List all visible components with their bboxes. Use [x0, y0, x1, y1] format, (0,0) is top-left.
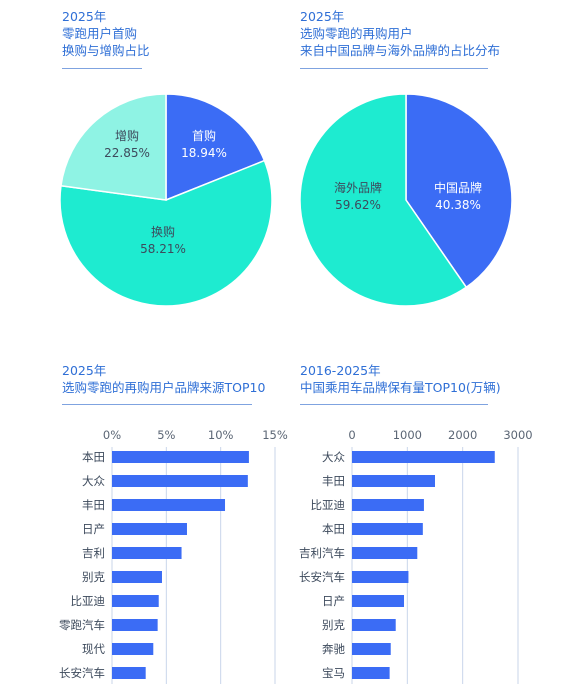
bar1-category-label: 比亚迪 — [71, 594, 106, 608]
bar2-bar — [352, 499, 424, 511]
bar1-bar — [112, 619, 158, 631]
bar1-tick-label: 10% — [208, 428, 234, 442]
bar2-tick-label: 1000 — [393, 428, 422, 442]
bar1-title: 2025年 选购零跑的再购用户品牌来源TOP10 — [62, 362, 265, 396]
bar2-category-label: 本田 — [322, 522, 345, 536]
pie1-slice-value: 18.94% — [181, 146, 227, 160]
bar2-title: 2016-2025年 中国乘用车品牌保有量TOP10(万辆) — [300, 362, 501, 396]
bar1-bar — [112, 547, 182, 559]
bar2-category-label: 奔驰 — [322, 642, 345, 656]
pie2-slice-value: 59.62% — [335, 198, 381, 212]
bar1-bar — [112, 571, 162, 583]
bar2-tick-label: 3000 — [503, 428, 532, 442]
pie2-title-line: 2025年 — [300, 9, 345, 24]
bar2-bar — [352, 595, 405, 607]
bar2-bar — [352, 643, 391, 655]
bar1-tick-label: 0% — [103, 428, 121, 442]
pie1-title-line: 换购与增购占比 — [62, 43, 150, 58]
bar2-bar — [352, 451, 495, 463]
pie2-title-line: 来自中国品牌与海外品牌的占比分布 — [300, 43, 501, 58]
bar1-title-rule — [62, 404, 252, 405]
bar1-category-label: 吉利 — [82, 546, 105, 560]
pie2-slice-value: 40.38% — [435, 198, 481, 212]
bar2-bar — [352, 523, 423, 535]
pie2-slice-label: 中国品牌 — [434, 180, 482, 195]
bar2-bar — [352, 571, 409, 583]
bar1-title-line: 选购零跑的再购用户品牌来源TOP10 — [62, 380, 266, 395]
bar2-title-rule — [300, 404, 488, 405]
pie1-slice-value: 22.85% — [104, 146, 150, 160]
pie2-title-line: 选购零跑的再购用户 — [300, 26, 413, 41]
pie2-title: 2025年 选购零跑的再购用户 来自中国品牌与海外品牌的占比分布 — [300, 8, 500, 59]
bar2-category-label: 丰田 — [322, 474, 345, 488]
pie1-title-rule — [62, 68, 142, 69]
bar2-bar — [352, 619, 396, 631]
pie2-slice — [405, 93, 513, 289]
bar2-bar — [352, 547, 418, 559]
bar2-tick-label: 2000 — [448, 428, 477, 442]
bar2-title-line: 2016-2025年 — [300, 363, 381, 378]
bar2-bar — [352, 667, 390, 679]
bar2-category-label: 别克 — [322, 618, 345, 632]
bar2-category-label: 比亚迪 — [311, 498, 346, 512]
bar1-title-line: 2025年 — [62, 363, 107, 378]
bar1-category-label: 现代 — [82, 642, 105, 656]
pie1-slice-label: 首购 — [192, 128, 216, 143]
bar1-category-label: 大众 — [82, 474, 105, 488]
pie1-slice — [60, 93, 167, 201]
pie1-title-line: 2025年 — [62, 9, 107, 24]
pie1-title: 2025年 零跑用户首购 换购与增购占比 — [62, 8, 150, 59]
bar2-category-label: 吉利汽车 — [299, 546, 345, 560]
pie1-slice-label: 换购 — [151, 224, 175, 239]
bar1-category-label: 日产 — [82, 522, 105, 536]
bar1-bar — [112, 643, 154, 655]
bar2-tick-label: 0 — [348, 428, 355, 442]
pie2-slice-label: 海外品牌 — [334, 180, 382, 195]
bar2-category-label: 宝马 — [322, 666, 345, 680]
pie1-slice — [59, 159, 273, 307]
bar1-bar — [112, 523, 187, 535]
pie2-title-rule — [300, 68, 488, 69]
bar2-category-label: 大众 — [322, 450, 345, 464]
bar1-category-label: 长安汽车 — [59, 666, 105, 680]
bar1-category-label: 本田 — [82, 450, 105, 464]
pie1-title-line: 零跑用户首购 — [62, 26, 138, 41]
bar2-title-line: 中国乘用车品牌保有量TOP10(万辆) — [300, 380, 501, 395]
bar1-tick-label: 5% — [157, 428, 175, 442]
pie1-slice-label: 增购 — [115, 128, 139, 143]
bar2-category-label: 长安汽车 — [299, 570, 345, 584]
pie1-slice — [165, 93, 266, 202]
bar1-bar — [112, 499, 226, 511]
bar2-category-label: 日产 — [322, 594, 345, 608]
bar1-bar — [112, 595, 159, 607]
bar1-bar — [112, 667, 146, 679]
bar1-tick-label: 15% — [262, 428, 288, 442]
bar1-bar — [112, 475, 248, 487]
bar1-category-label: 丰田 — [82, 498, 105, 512]
pie2-slice — [299, 93, 468, 307]
bar2-bar — [352, 475, 435, 487]
bar1-bar — [112, 451, 249, 463]
pie1-slice-value: 58.21% — [140, 242, 186, 256]
bar1-category-label: 零跑汽车 — [59, 618, 105, 632]
bar1-category-label: 别克 — [82, 570, 105, 584]
